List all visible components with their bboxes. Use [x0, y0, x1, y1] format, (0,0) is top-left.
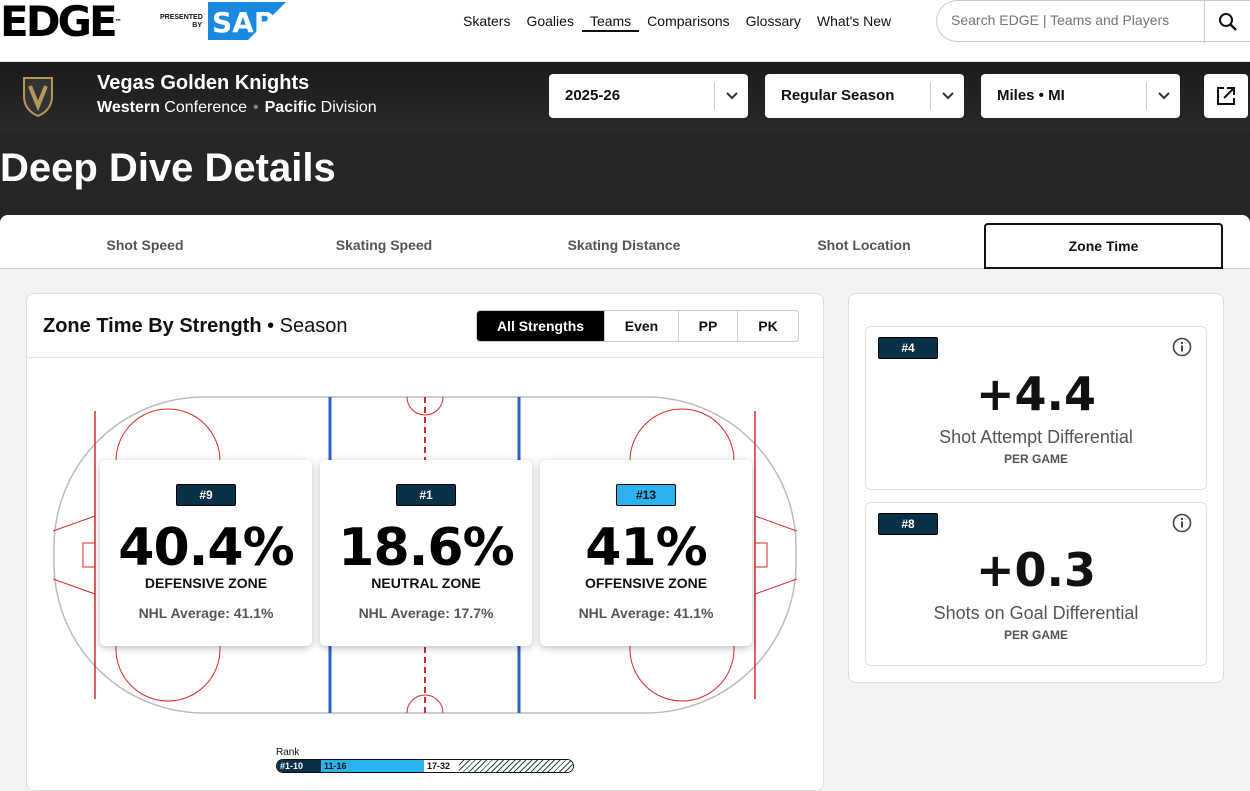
- zone-time-title: Zone Time By Strength • Season: [43, 315, 348, 337]
- tab-zone-time[interactable]: Zone Time: [984, 223, 1223, 267]
- strength-pk[interactable]: PK: [758, 318, 778, 334]
- tab-skating-distance[interactable]: Skating Distance: [567, 237, 681, 253]
- open-external-button[interactable]: [1204, 74, 1248, 118]
- detail-tabs: Shot Speed Skating Speed Skating Distanc…: [0, 215, 1250, 269]
- zone-time-card: Zone Time By Strength • Season All Stren…: [26, 293, 824, 791]
- units-select[interactable]: Miles • MI: [981, 74, 1180, 118]
- nav-whats-new[interactable]: What's New: [816, 13, 892, 29]
- search-box: [936, 0, 1250, 43]
- rank-badge: #4: [878, 337, 938, 359]
- search-button[interactable]: [1204, 1, 1250, 43]
- nav-skaters[interactable]: Skaters: [463, 13, 511, 29]
- rank-legend: #1-10 11-16 17-32: [276, 759, 574, 773]
- chevron-down-icon: [725, 92, 738, 100]
- differential-unit: PER GAME: [1003, 628, 1068, 642]
- differential-unit: PER GAME: [1003, 452, 1068, 466]
- shots-on-goal-differential: #8 +0.3 Shots on Goal Differential PER G…: [865, 502, 1207, 666]
- top-navigation: EDGE™ PRESENTED BY SAP Skaters Goalies T…: [0, 0, 1250, 62]
- zone-percentage: 40.4%: [118, 518, 294, 578]
- tab-shot-speed[interactable]: Shot Speed: [106, 237, 184, 253]
- zone-label: NEUTRAL ZONE: [371, 575, 481, 591]
- strength-toggle: All Strengths Even PP PK: [476, 310, 799, 342]
- differential-value: +0.3: [975, 543, 1097, 597]
- rank-badge: #1: [396, 484, 456, 506]
- strength-all[interactable]: All Strengths: [477, 311, 605, 341]
- nav-teams[interactable]: Teams: [581, 12, 640, 32]
- zone-percentage: 18.6%: [338, 518, 514, 578]
- team-logo-icon: [23, 77, 53, 118]
- strength-pp[interactable]: PP: [679, 311, 738, 341]
- main-nav: Skaters Goalies Teams Comparisons Glossa…: [455, 12, 899, 32]
- nav-goalies[interactable]: Goalies: [526, 13, 574, 29]
- rank-badge: #13: [616, 484, 676, 506]
- rank-legend-title: Rank: [276, 747, 300, 758]
- team-name: Vegas Golden Knights: [97, 72, 310, 94]
- chevron-down-icon: [1157, 92, 1170, 100]
- zone-label: OFFENSIVE ZONE: [584, 575, 708, 591]
- differential-label: Shot Attempt Differential: [939, 427, 1133, 447]
- rank-badge: #8: [878, 513, 938, 535]
- nav-glossary[interactable]: Glossary: [745, 13, 801, 29]
- legend-tier-hatched: [459, 760, 573, 772]
- strength-even[interactable]: Even: [605, 311, 679, 341]
- zone-time-header: Zone Time By Strength • Season All Stren…: [27, 294, 823, 358]
- presented-by-label: PRESENTED BY: [160, 14, 203, 29]
- main-panel: Shot Speed Skating Speed Skating Distanc…: [0, 215, 1250, 791]
- rank-badge: #9: [176, 484, 236, 506]
- team-affiliation: Western Conference • Pacific Division: [97, 99, 377, 116]
- tab-skating-speed[interactable]: Skating Speed: [335, 237, 433, 253]
- legend-tier-low: 17-32: [424, 760, 459, 772]
- legend-tier-top: #1-10: [277, 760, 321, 772]
- differential-card: #4 +4.4 Shot Attempt Differential PER GA…: [848, 293, 1224, 683]
- page-title: Deep Dive Details: [0, 146, 336, 190]
- chevron-down-icon: [941, 92, 954, 100]
- search-input[interactable]: [951, 12, 1201, 28]
- nhl-average: NHL Average: 41.1%: [138, 605, 274, 621]
- nhl-average: NHL Average: 41.1%: [578, 605, 714, 621]
- team-header: Vegas Golden Knights Western Conference •…: [0, 62, 1250, 132]
- neutral-zone-stat: #1 18.6% NEUTRAL ZONE NHL Average: 17.7%: [320, 460, 532, 646]
- shot-attempt-differential: #4 +4.4 Shot Attempt Differential PER GA…: [865, 326, 1207, 490]
- game-type-select[interactable]: Regular Season: [765, 74, 964, 118]
- nav-comparisons[interactable]: Comparisons: [647, 13, 730, 29]
- offensive-zone-stat: #13 41% OFFENSIVE ZONE NHL Average: 41.1…: [540, 460, 752, 646]
- tab-shot-location[interactable]: Shot Location: [817, 237, 911, 253]
- zone-percentage: 41%: [585, 518, 707, 578]
- differential-label: Shots on Goal Differential: [933, 603, 1139, 623]
- edge-logo[interactable]: EDGE™: [0, 0, 122, 46]
- external-link-icon: [1217, 87, 1235, 105]
- nhl-average: NHL Average: 17.7%: [358, 605, 494, 621]
- sap-logo: SAP: [208, 2, 286, 40]
- defensive-zone-stat: #9 40.4% DEFENSIVE ZONE NHL Average: 41.…: [100, 460, 312, 646]
- zone-label: DEFENSIVE ZONE: [144, 575, 268, 591]
- differential-value: +4.4: [975, 367, 1097, 421]
- search-icon: [1218, 13, 1237, 31]
- legend-tier-mid: 11-16: [321, 760, 424, 772]
- season-select[interactable]: 2025-26: [549, 74, 748, 118]
- info-icon[interactable]: [1172, 513, 1192, 533]
- svg-text:SAP: SAP: [212, 6, 274, 39]
- info-icon[interactable]: [1172, 337, 1192, 357]
